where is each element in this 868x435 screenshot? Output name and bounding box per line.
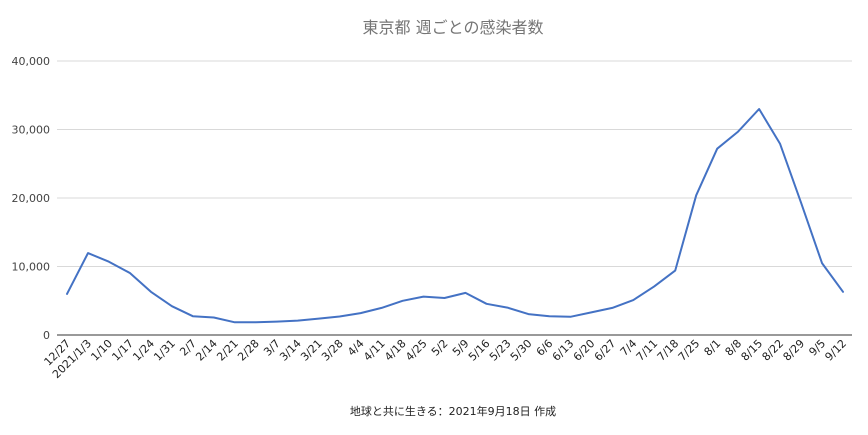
x-tick-label: 1/24 — [130, 337, 157, 364]
x-tick-label: 6/13 — [550, 337, 577, 364]
y-tick-label: 20,000 — [12, 192, 51, 205]
y-tick-label: 30,000 — [12, 124, 51, 137]
x-tick-label: 3/21 — [298, 337, 325, 364]
x-tick-label: 2/14 — [193, 337, 220, 364]
y-tick-label: 0 — [43, 329, 50, 342]
x-tick-label: 7/25 — [676, 337, 703, 364]
x-tick-label: 8/22 — [760, 337, 787, 364]
x-tick-label: 8/29 — [781, 337, 808, 364]
series-line — [66, 108, 844, 324]
x-tick-label: 4/18 — [382, 337, 409, 364]
x-tick-label: 4/25 — [403, 337, 430, 364]
x-tick-label: 8/15 — [739, 337, 766, 364]
x-tick-label: 1/31 — [151, 337, 178, 364]
x-tick-label: 3/28 — [319, 337, 346, 364]
x-tick-label: 5/2 — [429, 337, 451, 359]
y-axis-ticks: 0 10,000 20,000 30,000 40,000 — [12, 55, 51, 342]
y-tick-label: 40,000 — [12, 55, 51, 68]
x-tick-label: 2/28 — [235, 337, 262, 364]
x-tick-label: 5/23 — [487, 337, 514, 364]
x-tick-label: 4/11 — [361, 337, 388, 364]
chart-caption: 地球と共に生きる：2021年9月18日 作成 — [350, 404, 556, 418]
x-tick-label: 7/18 — [655, 337, 682, 364]
x-tick-label: 7/11 — [634, 337, 661, 364]
series-layer — [66, 108, 844, 324]
chart-title: 東京都 週ごとの感染者数 — [363, 18, 544, 37]
x-tick-label: 5/30 — [508, 337, 535, 364]
gridlines — [57, 60, 852, 336]
x-tick-label: 2/21 — [214, 337, 241, 364]
x-tick-label: 1/17 — [109, 337, 136, 364]
x-tick-label: 6/20 — [571, 337, 598, 364]
x-tick-label: 9/12 — [822, 337, 849, 364]
x-tick-label: 6/27 — [592, 337, 619, 364]
y-tick-label: 10,000 — [12, 261, 51, 274]
x-tick-label: 1/10 — [88, 337, 115, 364]
x-tick-label: 5/16 — [466, 337, 493, 364]
x-tick-label: 3/14 — [277, 337, 304, 364]
x-tick-label: 8/1 — [702, 337, 724, 359]
